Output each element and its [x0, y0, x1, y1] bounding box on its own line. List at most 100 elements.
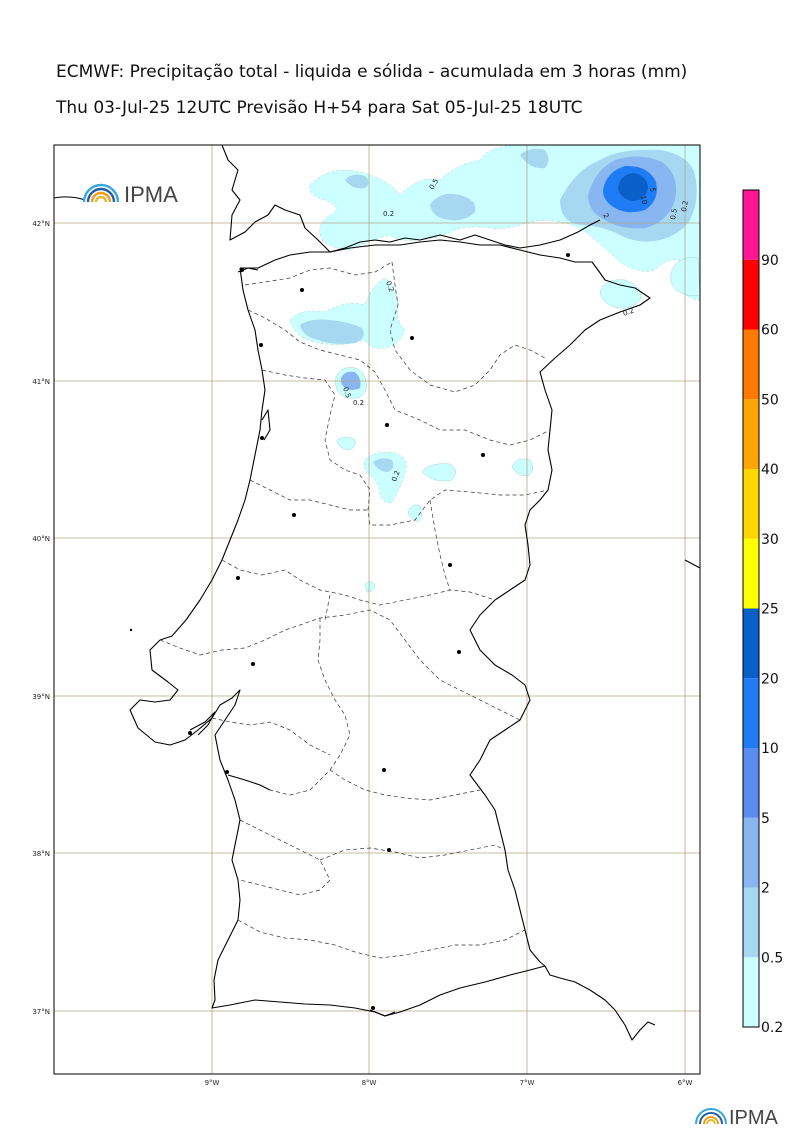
tejo-estuary — [189, 711, 216, 736]
map-subtitle: Thu 03-Jul-25 12UTC Previsão H+54 para S… — [56, 98, 583, 118]
precip-area-c6 — [407, 504, 422, 523]
city-marker — [385, 423, 389, 427]
lon-labels: 9°W 8°W 7°W 6°W — [205, 1079, 693, 1087]
city-marker — [188, 731, 192, 735]
city-marker — [371, 1006, 375, 1010]
colorbar-tick-label: 30 — [761, 532, 779, 548]
lon-label-9w: 9°W — [205, 1079, 220, 1087]
spain-coast-south — [544, 965, 656, 1041]
precip-area-05-b — [430, 193, 476, 221]
ipma-footer-text: IPMA — [729, 1107, 779, 1129]
colorbar-segment — [743, 399, 759, 469]
aveiro-lagoon — [261, 409, 271, 441]
city-marker — [251, 662, 255, 666]
city-marker — [260, 436, 264, 440]
city-marker — [236, 576, 240, 580]
colorbar-frame — [742, 189, 760, 1028]
lat-label-40: 40°N — [32, 535, 50, 543]
city-marker — [292, 513, 296, 517]
colorbar-tick-label: 25 — [761, 602, 779, 618]
city-marker — [300, 288, 304, 292]
colorbar-tick-label: 90 — [761, 253, 779, 269]
colorbar-tick-label: 50 — [761, 392, 779, 408]
portugal-coast-west — [129, 267, 546, 1017]
map-title: ECMWF: Precipitação total - liquida e só… — [56, 62, 688, 82]
colorbar-segment — [743, 678, 759, 748]
colorbar-segment — [743, 887, 759, 958]
precipitation-fields — [289, 145, 700, 593]
precip-area-c3-05 — [373, 458, 394, 472]
contour-label-02-f: 0.2 — [390, 469, 401, 482]
ipma-rainbow-logo-icon — [82, 183, 120, 203]
lon-label-8w: 8°W — [362, 1079, 377, 1087]
colorbar-segment — [743, 957, 759, 1027]
colorbar-tick-label: 5 — [761, 811, 770, 827]
lat-label-42: 42°N — [32, 220, 50, 228]
city-marker — [240, 268, 244, 272]
ipma-rainbow-logo-icon — [695, 1108, 727, 1125]
colorbar-tick-label: 20 — [761, 671, 779, 687]
precip-area-c2 — [336, 436, 356, 451]
contour-label-02-c: 0.2 — [622, 307, 635, 318]
lat-label-37: 37°N — [32, 1008, 50, 1016]
colorbar-tick-label: 40 — [761, 462, 779, 478]
contour-label-2-a: 2 — [601, 212, 610, 220]
galicia-coast — [54, 145, 601, 253]
city-marker — [448, 563, 452, 567]
colorbar-segment — [743, 817, 759, 888]
ipma-logo-map: IPMA — [82, 182, 178, 207]
contour-label-05-c: 0.5 — [341, 386, 352, 399]
precip-area-05-c — [345, 174, 369, 189]
city-marker — [566, 253, 570, 257]
map-frame — [53, 144, 701, 1075]
contour-label-02-a: 0.2 — [383, 210, 394, 218]
contour-labels: 0.2 0.5 2 10 5 0.5 0.2 0.2 0.2 0.5 0.2 0… — [341, 177, 690, 482]
lon-label-7w: 7°W — [520, 1079, 535, 1087]
island-marker — [129, 628, 133, 632]
contour-label-5-a: 5 — [648, 187, 657, 193]
contour-label-02-b: 0.2 — [680, 200, 690, 212]
colorbar-tick-label: 2 — [761, 881, 770, 897]
city-marker — [225, 770, 229, 774]
lon-label-6w: 6°W — [678, 1079, 693, 1087]
colorbar-tick-label: 0.5 — [761, 950, 783, 966]
spain-coast-e — [684, 559, 700, 569]
ipma-logo-text: IPMA — [124, 182, 178, 207]
contour-label-02-d: 0.2 — [384, 280, 395, 293]
portugal-border-east — [240, 239, 651, 967]
city-marker — [382, 768, 386, 772]
city-marker — [259, 343, 263, 347]
precip-area-nc-05 — [300, 319, 364, 344]
city-marker — [457, 650, 461, 654]
precip-area-c4 — [421, 463, 456, 482]
lat-label-39: 39°N — [32, 693, 50, 701]
precip-area-ne-10mm — [618, 173, 648, 201]
district-borders — [159, 261, 551, 959]
colorbar-segment — [743, 608, 759, 679]
contour-label-10-a: 10 — [639, 195, 648, 205]
ipma-logo-footer: IPMA — [695, 1107, 779, 1129]
colorbar-segment — [743, 748, 759, 818]
city-markers — [129, 253, 570, 1010]
city-marker — [410, 336, 414, 340]
lat-labels: 42°N 41°N 40°N 39°N 38°N 37°N — [32, 220, 50, 1016]
contour-label-05-b: 0.5 — [669, 208, 679, 220]
colorbar-segment — [743, 538, 759, 609]
colorbar-segment — [743, 259, 759, 330]
colorbar-segment — [743, 329, 759, 400]
lat-label-38: 38°N — [32, 850, 50, 858]
faro-lagoon — [369, 1009, 396, 1017]
colorbar-tick-label: 0.2 — [761, 1020, 783, 1036]
contour-label-02-e: 0.2 — [353, 399, 364, 407]
colorbar-segment — [743, 190, 759, 260]
lat-label-41: 41°N — [32, 378, 50, 386]
city-marker — [387, 848, 391, 852]
city-marker — [481, 453, 485, 457]
colorbar-segment — [743, 469, 759, 539]
colorbar-tick-label: 60 — [761, 323, 779, 339]
colorbar-tick-label: 10 — [761, 741, 779, 757]
sado-estuary — [227, 774, 271, 791]
graticule — [54, 145, 700, 1074]
